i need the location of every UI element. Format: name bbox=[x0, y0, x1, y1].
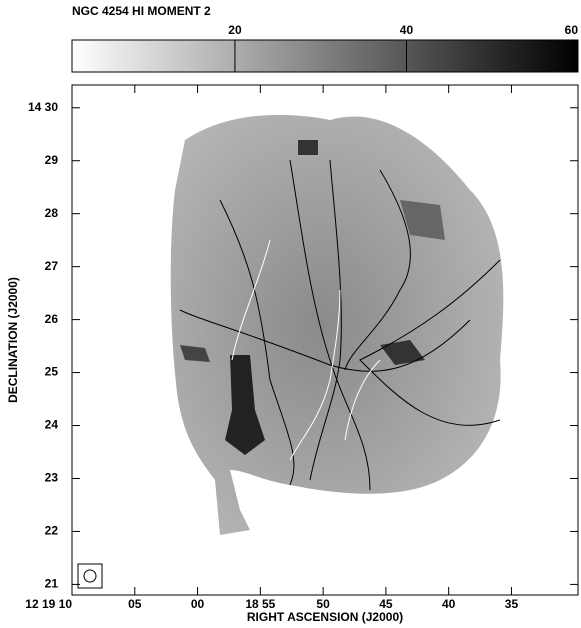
dense-region bbox=[298, 140, 318, 155]
beam bbox=[83, 569, 97, 583]
beam-box bbox=[77, 563, 103, 589]
dense-region bbox=[400, 200, 445, 240]
galaxy-image bbox=[170, 114, 504, 535]
colorbar-tick-label: 60 bbox=[565, 23, 579, 37]
x-axis-label: RIGHT ASCENSION (J2000) bbox=[247, 610, 403, 624]
chart-title: NGC 4254 HI MOMENT 2 bbox=[72, 4, 211, 18]
y-tick-label: 14 30 bbox=[28, 100, 58, 114]
y-tick-label: 28 bbox=[45, 206, 59, 220]
y-tick-label: 26 bbox=[45, 312, 59, 326]
y-axis-label: DECLINATION (J2000) bbox=[6, 277, 20, 403]
x-tick-label: 00 bbox=[191, 597, 205, 611]
x-tick-label: 50 bbox=[316, 597, 330, 611]
colorbar-tick-label: 40 bbox=[400, 23, 414, 37]
x-tick-label: 35 bbox=[505, 597, 519, 611]
x-tick-label: 18 55 bbox=[245, 597, 275, 611]
colorbar bbox=[71, 39, 579, 73]
dense-region bbox=[180, 345, 210, 362]
colorbar-tick-label: 20 bbox=[228, 23, 242, 37]
y-tick-label: 23 bbox=[45, 471, 59, 485]
y-tick-label: 24 bbox=[45, 418, 59, 432]
dense-region bbox=[380, 340, 425, 365]
y-tick-label: 27 bbox=[45, 259, 59, 273]
x-tick-label: 40 bbox=[442, 597, 456, 611]
plot-frame bbox=[71, 84, 579, 596]
dense-region bbox=[225, 355, 265, 455]
y-tick-label: 22 bbox=[45, 524, 59, 538]
y-tick-label: 21 bbox=[45, 577, 59, 591]
x-tick-label: 05 bbox=[128, 597, 142, 611]
x-tick-label: 45 bbox=[379, 597, 393, 611]
x-tick-label: 12 19 10 bbox=[25, 597, 72, 611]
y-tick-label: 25 bbox=[45, 365, 59, 379]
y-tick-label: 29 bbox=[45, 153, 59, 167]
